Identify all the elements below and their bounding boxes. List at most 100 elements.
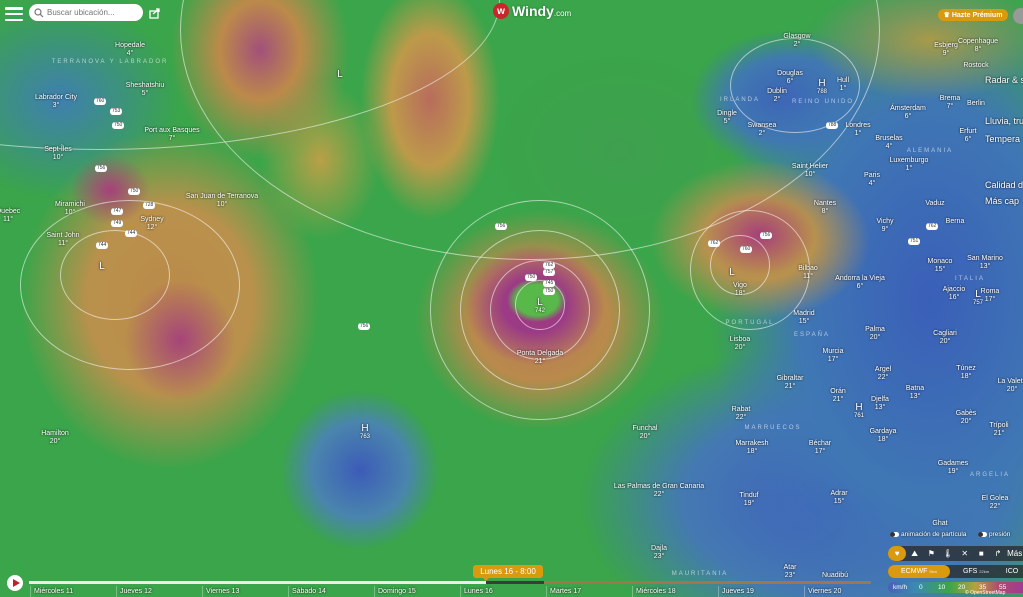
city-label[interactable]: El Golea 22° [982,495,1009,511]
city-label[interactable]: Miramichi 10° [55,201,85,217]
city-label[interactable]: Adrar 15° [830,490,847,506]
city-label[interactable]: Erfurt 6° [959,128,976,144]
city-label[interactable]: Sept-Îles 10° [44,146,72,162]
mountain-icon[interactable]: ⛰ [911,548,919,558]
model-icon[interactable]: ICO [1005,568,1019,575]
city-label[interactable]: Djelfa 13° [871,396,889,412]
city-label[interactable]: Dajla 23° [651,545,667,561]
city-label[interactable]: Esbjerg 9° [934,42,958,58]
city-label[interactable]: Londres 1° [845,122,870,138]
city-label[interactable]: Vaduz [925,200,944,208]
city-label[interactable]: Brema 7° [940,95,961,111]
city-label[interactable]: Batna 13° [906,385,924,401]
timeline-day[interactable]: Domingo 15 [374,586,416,597]
user-avatar[interactable] [1013,8,1023,24]
pressure-toggle[interactable]: presión [978,531,1010,538]
city-label[interactable]: Rabat 22° [732,406,751,422]
city-label[interactable]: Glasgow 2° [783,33,810,49]
city-label[interactable]: Hopedale 4° [115,42,145,58]
city-label[interactable]: Bilbao 11° [798,265,817,281]
menu-rain[interactable]: Lluvia, tru [985,116,1023,126]
city-label[interactable]: Berlin [967,100,985,108]
city-label[interactable]: Labrador City 3° [35,94,77,110]
more-button[interactable]: Más [1007,549,1023,558]
city-label[interactable]: Gadames 19° [938,460,968,476]
play-button[interactable] [7,575,23,591]
city-label[interactable]: Saint John 11° [46,232,79,248]
windy-logo[interactable]: w Windy.com [493,3,571,19]
city-label[interactable]: Quebec11° [0,208,20,224]
search-input[interactable] [47,8,137,17]
city-label[interactable]: Vigo 18° [733,282,747,298]
menu-button[interactable] [5,7,23,21]
city-label[interactable]: Douglas 6° [777,70,803,86]
city-label[interactable]: Nuadibú [822,572,848,580]
menu-radar[interactable]: Radar & sat [985,75,1023,85]
city-label[interactable]: Marrakesh 18° [735,440,768,456]
menu-more-layers[interactable]: Más cap [985,196,1020,206]
wind-speed-legend[interactable]: km/h 0 10 20 35 55 [888,582,1023,593]
timeline-day[interactable]: Jueves 19 [718,586,754,597]
timeline-slider[interactable] [29,581,871,584]
satellite-icon[interactable]: ↱ [994,549,1002,558]
menu-air-quality[interactable]: Calidad del [985,180,1023,190]
timeline-day[interactable]: Miércoles 11 [30,586,73,597]
city-label[interactable]: Las Palmas de Gran Canaria 22° [614,483,704,499]
city-label[interactable]: Monaco 15° [928,258,953,274]
city-label[interactable]: Gabès 20° [956,410,977,426]
city-label[interactable]: Trípoli 21° [989,422,1008,438]
city-label[interactable]: Swansea 2° [748,122,777,138]
city-label[interactable]: La Valeta20° [997,378,1023,394]
city-label[interactable]: Palma 20° [865,326,885,342]
model-gfs[interactable]: GFS 22km [962,568,990,575]
share-icon[interactable] [149,7,161,19]
city-label[interactable]: Hamilton 20° [41,430,69,446]
model-ecmwf[interactable]: ECMWF 9km [888,565,950,578]
city-label[interactable]: Ámsterdam 6° [890,105,926,121]
city-label[interactable]: Atar 23° [784,564,797,580]
menu-temperature[interactable]: Tempera [985,134,1021,144]
city-label[interactable]: Ghat [932,520,947,528]
search-box[interactable] [29,4,143,21]
attribution[interactable]: © OpenStreetMap [965,590,1006,596]
timeline-day[interactable]: Martes 17 [546,586,581,597]
city-label[interactable]: Saint Helier 10° [792,163,828,179]
timeline-day[interactable]: Miércoles 18 [632,586,676,597]
city-label[interactable]: Túnez 18° [956,365,975,381]
city-label[interactable]: Dublin 2° [767,88,787,104]
timeline-day[interactable]: Jueves 12 [116,586,152,597]
city-label[interactable]: Hull 1° [837,77,849,93]
city-label[interactable]: Argel 22° [875,366,891,382]
city-label[interactable]: Nantes 8° [814,200,836,216]
city-label[interactable]: Ajaccio 16° [943,286,966,302]
city-label[interactable]: Ponta Delgada 21° [517,350,563,366]
city-label[interactable]: Orán 21° [830,388,846,404]
city-label[interactable]: Rostock [963,62,988,70]
city-label[interactable]: Luxemburgo 1° [890,157,929,173]
city-label[interactable]: Dingle 5° [717,110,737,126]
city-label[interactable]: Berna [946,218,965,226]
city-label[interactable]: Madrid 15° [793,310,814,326]
city-label[interactable]: Paris 4° [864,172,880,188]
city-label[interactable]: Roma 17° [981,288,1000,304]
city-label[interactable]: Funchal 20° [633,425,658,441]
city-label[interactable]: San Juan de Terranova 10° [186,193,258,209]
city-label[interactable]: Port aux Basques 7° [144,127,199,143]
city-label[interactable]: Sydney 12° [140,216,163,232]
city-label[interactable]: Sheshatshiu 5° [126,82,165,98]
city-label[interactable]: San Marino 13° [967,255,1003,271]
city-label[interactable]: Andorra la Vieja 6° [835,275,885,291]
city-label[interactable]: Bruselas 4° [875,135,902,151]
timeline-day[interactable]: Viernes 13 [202,586,239,597]
timeline-day[interactable]: Sábado 14 [288,586,326,597]
particles-toggle[interactable]: animación de partícula [890,531,966,538]
city-label[interactable]: Gibraltar 21° [777,375,804,391]
city-label[interactable]: Lisboa 20° [730,336,751,352]
flag-icon[interactable]: ⚑ [927,549,935,558]
thermometer-icon[interactable]: 🌡 [942,549,954,558]
city-label[interactable]: Murcia 17° [822,348,843,364]
city-label[interactable]: Cagliari 20° [933,330,957,346]
city-label[interactable]: Vichy 9° [877,218,894,234]
city-label[interactable]: Copenhague 8° [958,38,998,54]
